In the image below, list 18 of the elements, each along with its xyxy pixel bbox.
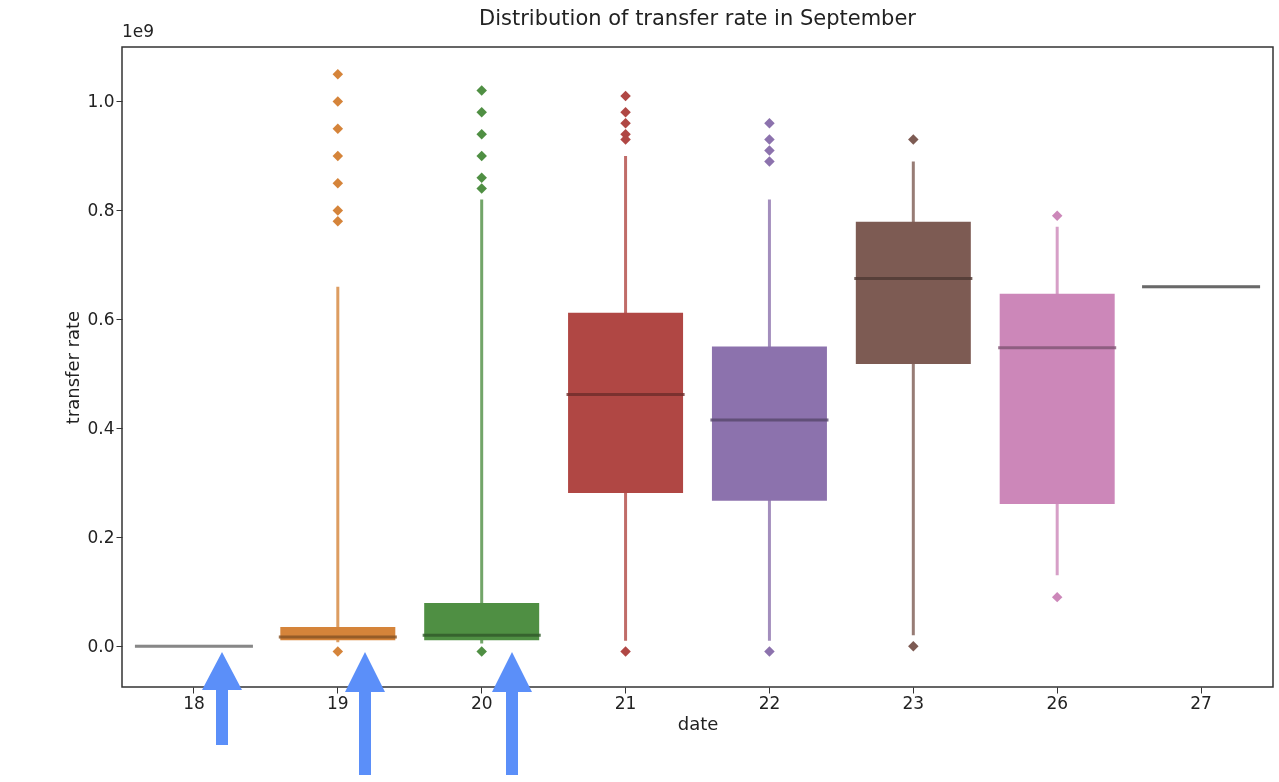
y-tick-label: 0.8	[87, 199, 115, 220]
y-axis-title: transfer rate	[62, 310, 84, 425]
text: 1e9	[122, 21, 155, 41]
y-tick-label: 0.2	[87, 526, 115, 547]
x-tick-label: 20	[470, 692, 493, 713]
y-tick-label: 1.0	[87, 90, 115, 111]
y-tick-label: 0.4	[87, 417, 115, 438]
x-tick-label: 18	[183, 692, 205, 713]
x-tick-label: 27	[1190, 692, 1212, 713]
chart-title: Distribution of transfer rate in September	[479, 6, 917, 30]
x-tick-label: 19	[326, 692, 349, 713]
x-tick-label: 21	[614, 692, 637, 713]
y-tick-label: 0.0	[87, 635, 115, 656]
x-tick-label: 26	[1046, 692, 1069, 713]
x-tick-label: 23	[902, 692, 925, 713]
x-tick-label: 22	[758, 692, 781, 713]
x-axis-title: date	[677, 712, 719, 734]
y-tick-label: 0.6	[87, 308, 115, 329]
